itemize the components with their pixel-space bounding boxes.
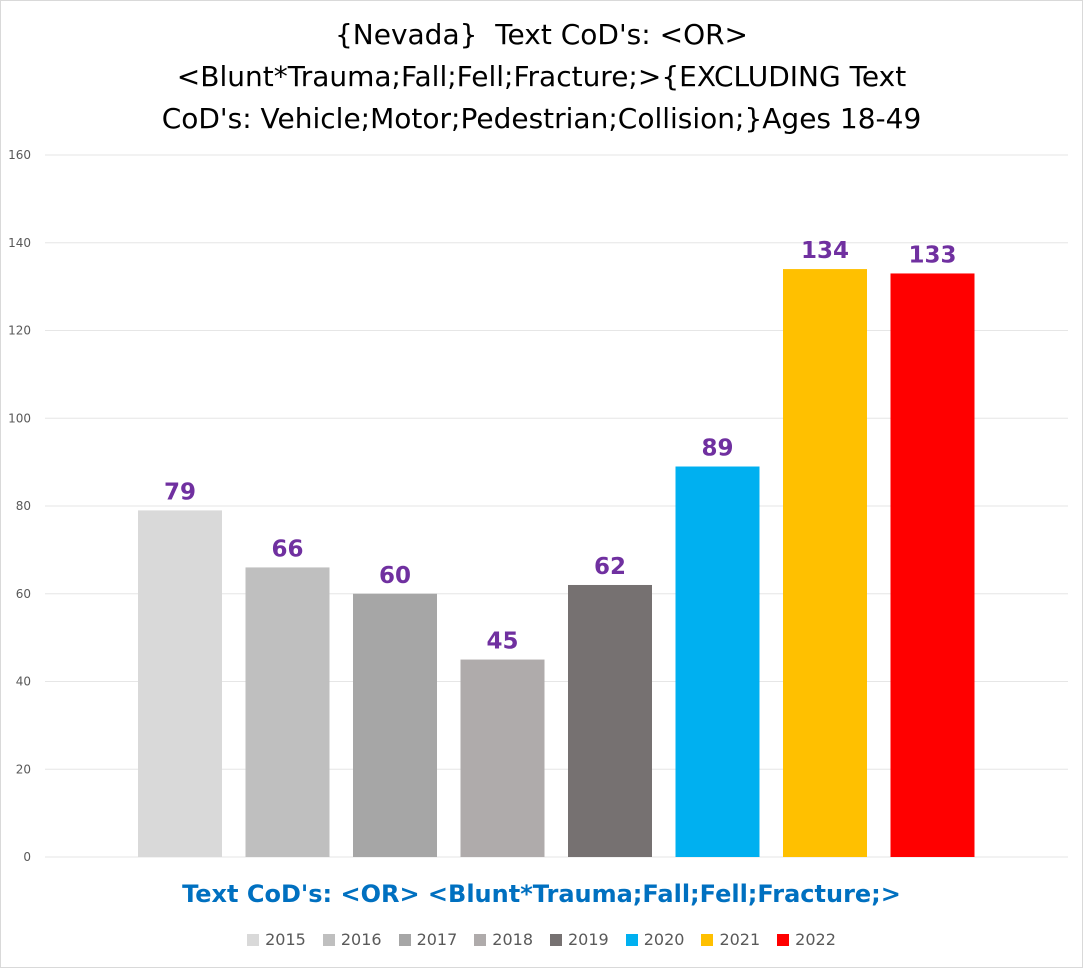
chart-title-line-3: CoD's: Vehicle;Motor;Pedestrian;Collisio… — [161, 102, 922, 135]
bar-2019 — [568, 584, 652, 857]
bar-2021 — [783, 269, 867, 857]
y-tick-label: 40 — [16, 675, 31, 689]
legend-label: 2019 — [568, 930, 609, 949]
legend-item-2021: 2021 — [701, 930, 760, 949]
bar-2017 — [353, 593, 437, 857]
bar-2015 — [138, 510, 222, 857]
legend-item-2015: 2015 — [247, 930, 306, 949]
legend-label: 2020 — [643, 930, 685, 949]
data-label-2020: 89 — [701, 436, 733, 462]
legend-swatch — [474, 933, 487, 946]
y-tick-label: 20 — [16, 762, 31, 776]
legend-label: 2022 — [795, 930, 836, 949]
data-label-2017: 60 — [379, 563, 411, 589]
legend-label: 2018 — [492, 930, 533, 949]
legend-item-2018: 2018 — [474, 930, 533, 949]
legend-item-2016: 2016 — [322, 930, 382, 949]
y-tick-label: 140 — [8, 236, 31, 250]
data-label-2021: 134 — [801, 238, 849, 264]
legend-swatch — [322, 933, 335, 946]
legend-item-2022: 2022 — [777, 930, 836, 949]
bars — [138, 269, 975, 857]
legend-swatch — [625, 933, 638, 946]
bar-2018 — [460, 659, 545, 857]
y-tick-label: 80 — [16, 499, 31, 513]
legend-item-2019: 2019 — [550, 930, 609, 949]
data-label-2015: 79 — [164, 479, 196, 505]
legend-label: 2015 — [265, 930, 306, 949]
data-label-2022: 133 — [908, 242, 956, 268]
y-tick-label: 60 — [16, 587, 31, 601]
y-tick-label: 0 — [23, 850, 31, 864]
legend-swatch — [550, 933, 562, 946]
legend-item-2017: 2017 — [398, 930, 458, 949]
y-tick-label: 100 — [8, 411, 31, 425]
bar-2020 — [675, 466, 760, 857]
legend-item-2020: 2020 — [625, 930, 685, 949]
data-label-2016: 66 — [271, 536, 303, 562]
bar-2022 — [890, 273, 975, 857]
legend-label: 2017 — [416, 930, 458, 949]
x-axis-label: Text CoD's: <OR> <Blunt*Trauma;Fall;Fell… — [182, 880, 901, 908]
data-label-2018: 45 — [486, 629, 518, 655]
legend-swatch — [701, 933, 714, 946]
data-labels: 79 66 60 45 62 89 134 133 — [164, 238, 957, 654]
bar-2016 — [245, 567, 330, 857]
legend-swatch — [247, 933, 260, 946]
data-label-2019: 62 — [594, 554, 626, 580]
y-axis-tick-labels: 0 20 40 60 80 100 120 140 160 — [8, 148, 31, 864]
chart-title-line-1: {Nevada} Text CoD's: <OR> — [334, 18, 749, 51]
legend: 2015 2016 2017 2018 2019 2020 2021 2022 — [0, 930, 1083, 949]
y-tick-label: 120 — [8, 324, 31, 338]
legend-label: 2016 — [340, 930, 382, 949]
chart-title-line-2: <Blunt*Trauma;Fall;Fell;Fracture;>{EXCLU… — [176, 60, 907, 93]
legend-swatch — [398, 933, 411, 946]
y-tick-label: 160 — [8, 148, 31, 162]
legend-swatch — [777, 933, 790, 946]
legend-label: 2021 — [719, 930, 761, 949]
chart-title: {Nevada} Text CoD's: <OR> <Blunt*Trauma;… — [0, 14, 1083, 140]
